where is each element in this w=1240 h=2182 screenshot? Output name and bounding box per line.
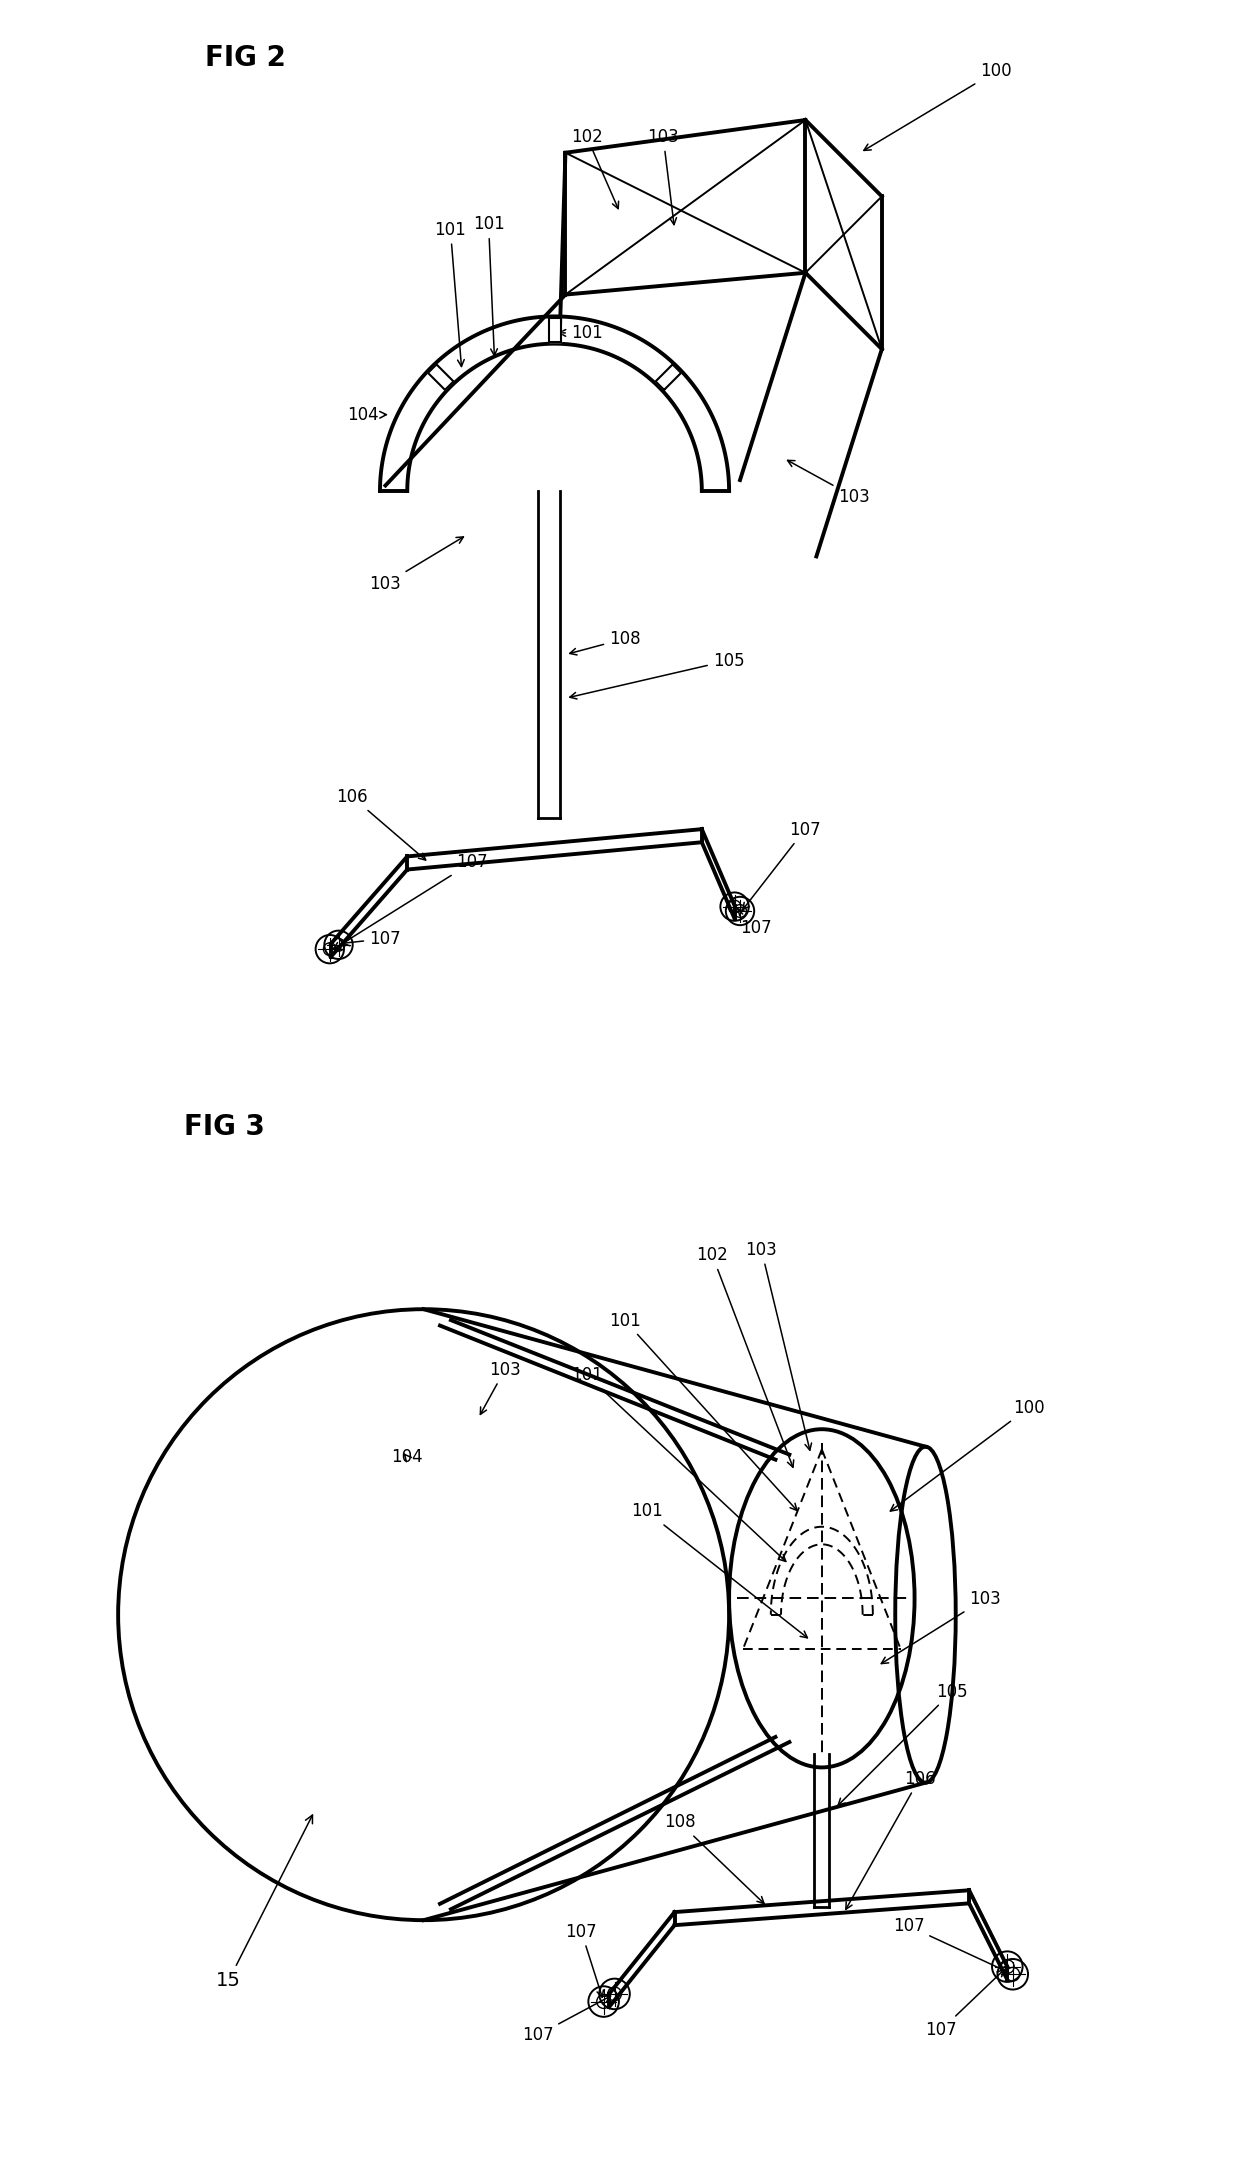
Text: 101: 101	[472, 216, 505, 356]
Text: 107: 107	[334, 853, 489, 949]
Text: FIG 3: FIG 3	[184, 1113, 264, 1141]
Text: FIG 2: FIG 2	[206, 44, 286, 72]
Text: 106: 106	[336, 788, 425, 860]
Text: 107: 107	[893, 1918, 1008, 1973]
Text: 107: 107	[565, 1922, 604, 1997]
Text: 103: 103	[647, 129, 680, 225]
Text: 101: 101	[559, 325, 603, 343]
Text: 105: 105	[838, 1682, 968, 1805]
Text: 101: 101	[434, 220, 466, 367]
Text: 105: 105	[570, 652, 744, 698]
Text: 100: 100	[864, 63, 1012, 151]
Text: 104: 104	[391, 1449, 423, 1466]
Text: 107: 107	[925, 1970, 1004, 2038]
Polygon shape	[656, 364, 681, 391]
Polygon shape	[428, 364, 454, 391]
Text: 103: 103	[370, 537, 464, 594]
Text: 107: 107	[343, 930, 401, 947]
Text: 103: 103	[787, 460, 870, 506]
Text: 107: 107	[743, 820, 821, 910]
Text: 108: 108	[570, 631, 641, 655]
Text: 104: 104	[347, 406, 387, 423]
Text: 107: 107	[738, 908, 771, 936]
Text: 101: 101	[609, 1311, 797, 1510]
Text: 101: 101	[570, 1366, 786, 1562]
Text: 102: 102	[570, 129, 619, 209]
Text: 108: 108	[663, 1813, 764, 1903]
Text: 107: 107	[522, 1997, 610, 2045]
Polygon shape	[379, 316, 729, 491]
Polygon shape	[548, 319, 560, 343]
Text: 106: 106	[846, 1770, 935, 1909]
Text: 102: 102	[697, 1246, 794, 1466]
Text: 103: 103	[480, 1362, 521, 1414]
Text: 15: 15	[216, 1815, 312, 1990]
Text: 103: 103	[745, 1242, 811, 1451]
Text: 103: 103	[882, 1591, 1001, 1663]
Text: 100: 100	[890, 1399, 1044, 1512]
Text: 101: 101	[631, 1503, 807, 1639]
